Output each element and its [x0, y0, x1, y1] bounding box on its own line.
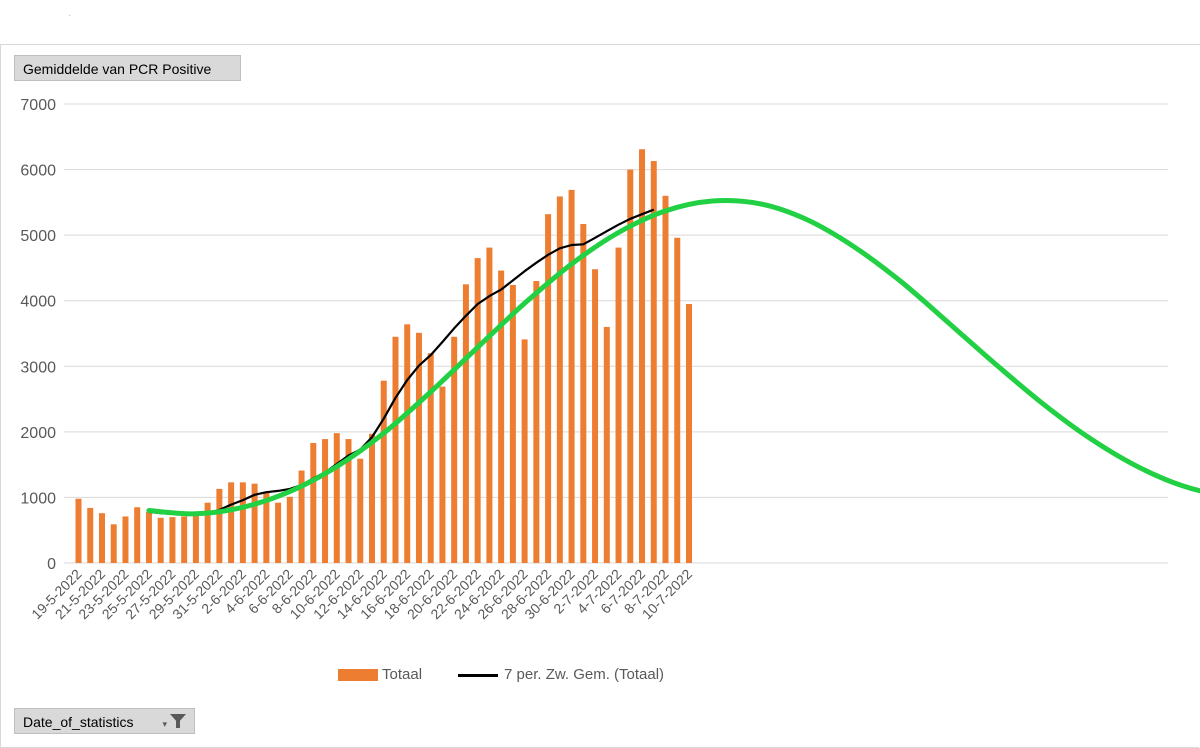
- y-tick-label: 1000: [20, 490, 56, 507]
- bar-7-6-2022: [298, 470, 305, 563]
- bar-27-5-2022: [169, 517, 176, 563]
- bar-28-5-2022: [181, 516, 188, 563]
- bar-31-5-2022: [216, 488, 223, 563]
- bar-25-6-2022: [509, 284, 516, 563]
- bar-29-5-2022: [192, 515, 199, 563]
- bar-3-7-2022: [603, 326, 610, 563]
- value-field-button[interactable]: Gemiddelde van PCR Positive: [14, 55, 241, 81]
- bar-22-6-2022: [474, 258, 481, 563]
- x-axis-ticks: 19-5-202221-5-202223-5-202225-5-202227-5…: [28, 566, 695, 623]
- y-tick-label: 4000: [20, 294, 56, 311]
- bar-5-7-2022: [627, 169, 634, 564]
- bar-21-5-2022: [98, 513, 105, 563]
- bar-17-6-2022: [415, 332, 422, 563]
- bar-14-6-2022: [380, 380, 387, 563]
- axis-field-label: Date_of_statistics: [23, 714, 134, 730]
- bar-3-6-2022: [251, 483, 258, 563]
- bar-series: [75, 149, 692, 564]
- bar-26-6-2022: [521, 339, 528, 563]
- legend-bar-label: Totaal: [382, 666, 423, 683]
- bar-5-6-2022: [275, 502, 282, 563]
- legend-bar-swatch: [338, 669, 378, 682]
- axis-field-button[interactable]: Date_of_statistics ▾: [14, 708, 195, 734]
- dropdown-arrow-icon[interactable]: ▾: [162, 719, 167, 729]
- y-axis-ticks: 0 1000 2000 3000 4000 5000 6000 7000: [20, 97, 56, 573]
- bar-8-6-2022: [310, 443, 317, 563]
- bar-6-6-2022: [286, 496, 293, 563]
- pivot-chart-toolbar-strip: ·: [0, 0, 1200, 45]
- bar-8-7-2022: [662, 195, 669, 564]
- toolbar-marker: ·: [68, 10, 72, 21]
- bar-24-5-2022: [134, 507, 141, 563]
- bar-15-6-2022: [392, 336, 399, 563]
- bar-1-6-2022: [228, 482, 235, 563]
- bar-27-6-2022: [533, 281, 540, 563]
- bar-29-6-2022: [556, 196, 563, 563]
- legend-line-swatch: [458, 673, 498, 677]
- bar-23-6-2022: [486, 247, 493, 563]
- bar-4-6-2022: [263, 492, 270, 563]
- legend-line-label: 7 per. Zw. Gem. (Totaal): [504, 666, 665, 683]
- bar-30-5-2022: [204, 502, 211, 563]
- trend-curve-line: [146, 197, 1200, 517]
- legend-item-totaal: Totaal: [338, 666, 422, 683]
- value-field-label: Gemiddelde van PCR Positive: [23, 61, 212, 77]
- bar-6-7-2022: [639, 149, 646, 563]
- bar-2-7-2022: [592, 269, 599, 563]
- bar-26-5-2022: [157, 517, 164, 563]
- bar-7-7-2022: [650, 161, 657, 563]
- bar-23-5-2022: [122, 516, 129, 563]
- y-tick-label: 3000: [20, 359, 56, 376]
- bar-16-6-2022: [404, 324, 411, 563]
- bar-9-7-2022: [674, 237, 681, 563]
- bar-22-5-2022: [110, 524, 117, 563]
- bar-4-7-2022: [615, 247, 622, 563]
- y-tick-label: 5000: [20, 228, 56, 245]
- y-tick-label: 7000: [20, 97, 56, 114]
- bar-20-6-2022: [451, 336, 458, 563]
- bar-19-5-2022: [75, 498, 82, 563]
- moving-average-line: [148, 208, 655, 516]
- bar-9-6-2022: [322, 439, 329, 563]
- bar-1-7-2022: [580, 223, 587, 563]
- filter-funnel-stem: [176, 721, 180, 728]
- y-tick-label: 6000: [20, 163, 56, 180]
- bar-19-6-2022: [439, 386, 446, 563]
- y-tick-label: 0: [47, 556, 56, 573]
- filter-funnel-icon[interactable]: [170, 714, 186, 723]
- legend-item-moving-average: 7 per. Zw. Gem. (Totaal): [458, 666, 664, 683]
- bar-2-6-2022: [239, 482, 246, 563]
- bar-21-6-2022: [462, 284, 469, 563]
- bar-11-6-2022: [345, 439, 352, 563]
- bar-20-5-2022: [87, 507, 94, 563]
- bar-30-6-2022: [568, 189, 575, 564]
- bar-10-7-2022: [685, 303, 692, 563]
- bar-28-6-2022: [545, 214, 552, 563]
- line-series: [146, 197, 1200, 517]
- bar-18-6-2022: [427, 353, 434, 563]
- bar-12-6-2022: [357, 458, 364, 563]
- bar-25-5-2022: [145, 511, 152, 563]
- bar-10-6-2022: [333, 433, 340, 563]
- y-tick-label: 2000: [20, 425, 56, 442]
- bar-24-6-2022: [498, 270, 505, 563]
- bar-13-6-2022: [369, 433, 375, 563]
